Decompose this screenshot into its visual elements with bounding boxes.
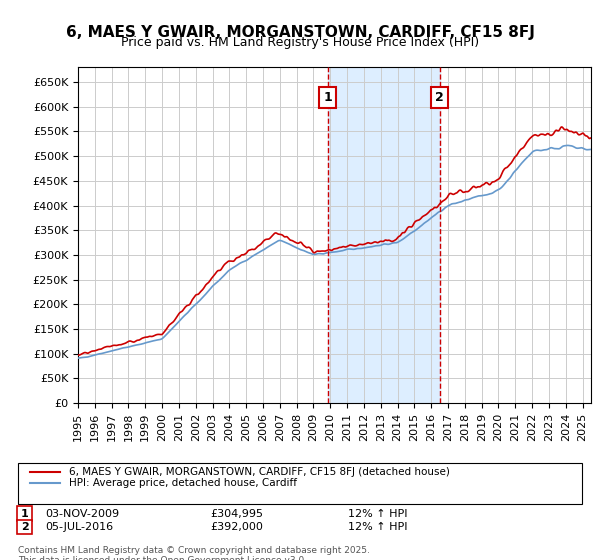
Text: 03-NOV-2009: 03-NOV-2009 (45, 508, 119, 519)
Text: HPI: Average price, detached house, Cardiff: HPI: Average price, detached house, Card… (69, 478, 297, 488)
Text: £392,000: £392,000 (210, 522, 263, 532)
Text: 2: 2 (435, 91, 444, 104)
Text: 12% ↑ HPI: 12% ↑ HPI (348, 522, 407, 532)
Text: 12% ↑ HPI: 12% ↑ HPI (348, 508, 407, 519)
Text: 1: 1 (21, 508, 28, 519)
Text: 05-JUL-2016: 05-JUL-2016 (45, 522, 113, 532)
Text: 6, MAES Y GWAIR, MORGANSTOWN, CARDIFF, CF15 8FJ (detached house): 6, MAES Y GWAIR, MORGANSTOWN, CARDIFF, C… (69, 466, 450, 477)
Text: 6, MAES Y GWAIR, MORGANSTOWN, CARDIFF, CF15 8FJ: 6, MAES Y GWAIR, MORGANSTOWN, CARDIFF, C… (65, 25, 535, 40)
Text: 1: 1 (323, 91, 332, 104)
Text: Price paid vs. HM Land Registry's House Price Index (HPI): Price paid vs. HM Land Registry's House … (121, 36, 479, 49)
Text: £304,995: £304,995 (210, 508, 263, 519)
Text: 2: 2 (21, 522, 28, 532)
Bar (328, 67, 440, 403)
Text: Contains HM Land Registry data © Crown copyright and database right 2025.
This d: Contains HM Land Registry data © Crown c… (18, 546, 370, 560)
